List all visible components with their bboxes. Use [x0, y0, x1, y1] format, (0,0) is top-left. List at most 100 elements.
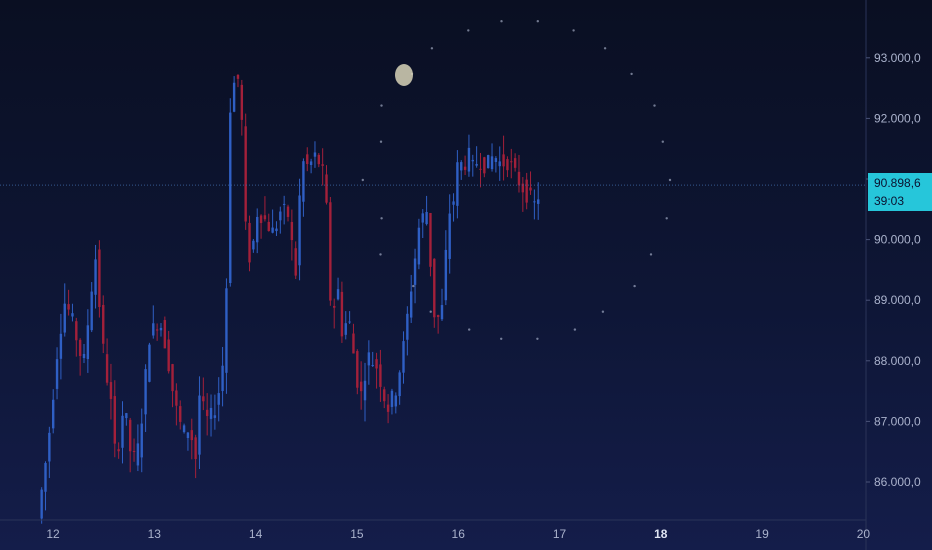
y-tick-label: 89.000,0	[874, 293, 921, 307]
candle-body	[271, 227, 274, 233]
candle-body	[402, 341, 405, 373]
candle-body	[429, 212, 432, 267]
halo-dot	[573, 328, 577, 331]
candle-body	[379, 364, 382, 387]
candle-body	[155, 329, 159, 331]
y-tick-label: 88.000,0	[874, 354, 921, 368]
candle-body	[109, 382, 113, 399]
y-tick-label: 93.000,0	[874, 51, 921, 65]
halo-dot	[649, 253, 653, 256]
halo-dot	[380, 217, 383, 220]
moon-glyph	[395, 64, 413, 86]
y-tick-label: 86.000,0	[874, 475, 921, 489]
candle-body	[144, 369, 147, 415]
candle-body	[52, 399, 55, 429]
halo-dot	[630, 72, 633, 76]
halo-dot	[536, 337, 539, 340]
candle-body	[225, 288, 228, 373]
halo-dot	[430, 47, 434, 50]
x-tick-label: 16	[452, 527, 466, 541]
candle-body	[252, 240, 255, 250]
candle-body	[282, 203, 286, 205]
candle-body	[102, 304, 105, 344]
candle-body	[86, 325, 90, 360]
candle-body	[436, 315, 440, 317]
candle-body	[205, 409, 209, 417]
halo-dot	[412, 284, 415, 288]
x-tick-label: 20	[857, 527, 871, 541]
halo-dot	[361, 178, 364, 182]
halo-dot	[468, 328, 471, 331]
candle-body	[529, 187, 532, 191]
y-tick-label: 90.000,0	[874, 233, 921, 247]
candlestick-series	[40, 74, 540, 524]
candle-body	[498, 161, 501, 167]
halo-dot	[536, 20, 539, 23]
candle-body	[375, 359, 378, 369]
candle-body	[167, 339, 170, 372]
candle-body	[294, 248, 297, 276]
candle-body	[82, 353, 86, 359]
candle-body	[71, 313, 74, 317]
candle-body	[290, 222, 294, 241]
candle-body	[256, 216, 259, 243]
candle-body	[125, 413, 128, 419]
candle-body	[194, 437, 197, 460]
candle-body	[279, 211, 282, 221]
candle-body	[217, 393, 220, 405]
candle-body	[113, 396, 116, 444]
candle-body	[317, 154, 321, 165]
candle-body	[55, 359, 59, 389]
candle-body	[132, 450, 136, 452]
candle-body	[425, 211, 428, 225]
halo-dot	[601, 310, 605, 313]
candle-body	[221, 365, 224, 392]
candle-body	[363, 380, 367, 401]
candle-body	[44, 462, 47, 492]
candle-body	[229, 112, 232, 284]
halo-dot	[429, 310, 432, 313]
candle-body	[202, 396, 205, 402]
candle-body	[182, 425, 186, 433]
candle-body	[186, 432, 190, 439]
candle-body	[240, 84, 244, 120]
candle-body	[490, 156, 494, 170]
halo-decoration	[361, 20, 672, 340]
candle-body	[390, 390, 394, 407]
halo-dot	[379, 140, 383, 143]
x-tick-label: 14	[249, 527, 263, 541]
candle-body	[90, 291, 93, 331]
candle-body	[286, 206, 290, 217]
candle-body	[398, 372, 401, 397]
candle-body	[313, 152, 317, 157]
halo-dot	[500, 337, 503, 340]
candle-body	[413, 258, 417, 285]
candle-body	[232, 82, 236, 112]
candle-body	[336, 289, 340, 300]
candle-body	[213, 415, 217, 418]
candle-body	[140, 423, 143, 458]
candle-body	[236, 74, 240, 79]
candle-body	[152, 323, 155, 336]
candle-body	[367, 352, 371, 366]
candle-body	[148, 344, 151, 382]
candle-body	[467, 147, 471, 172]
candle-body	[325, 174, 328, 203]
candle-body	[333, 305, 336, 308]
halo-dot	[665, 217, 668, 220]
candle-body	[136, 443, 140, 466]
halo-dot	[668, 178, 672, 182]
candle-body	[463, 166, 467, 170]
current-price-value: 90.898,6	[874, 176, 921, 190]
candle-body	[75, 321, 78, 341]
halo-dot	[603, 47, 607, 50]
candle-body	[371, 364, 374, 366]
candle-body	[433, 258, 436, 318]
current-price-label: 90.898,6 39:03	[868, 173, 932, 211]
candle-body	[244, 126, 247, 222]
candle-body	[267, 221, 270, 231]
candle-body	[175, 390, 178, 406]
